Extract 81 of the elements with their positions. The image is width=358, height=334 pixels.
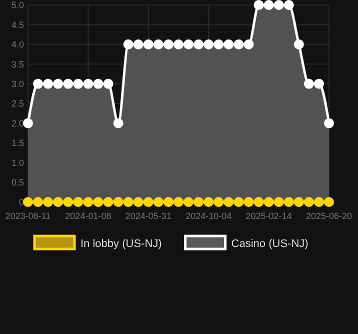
y-tick-label: 3.0 (11, 78, 24, 89)
point (23, 197, 33, 207)
point (163, 39, 174, 50)
point (153, 39, 164, 50)
point (234, 39, 244, 50)
point (143, 39, 154, 50)
x-tick-label: 2024-01-08 (65, 211, 112, 221)
point (163, 197, 174, 207)
point (214, 197, 224, 207)
y-tick-label: 4.0 (11, 40, 24, 50)
x-tick-label: 2025-02-14 (246, 211, 292, 221)
point (43, 78, 54, 89)
x-tick-label: 2024-10-04 (186, 211, 232, 221)
point (204, 197, 214, 207)
point (73, 197, 84, 207)
x-tick-label: 2025-06-20 (306, 211, 352, 221)
point (294, 39, 304, 50)
point (244, 39, 254, 50)
point (244, 197, 254, 207)
point (264, 0, 274, 10)
point (254, 197, 264, 207)
point (204, 39, 214, 50)
point (194, 39, 204, 50)
point (143, 197, 154, 207)
point (123, 39, 134, 50)
point (174, 39, 184, 50)
y-tick-label: 3.5 (11, 59, 24, 70)
point (93, 197, 104, 207)
point (174, 197, 184, 207)
point (254, 0, 264, 10)
point (133, 197, 144, 207)
point (324, 197, 334, 207)
point (83, 78, 94, 89)
point (113, 118, 124, 128)
y-tick-label: 1.0 (11, 158, 24, 168)
y-tick-label: 4.5 (11, 20, 24, 30)
y-tick-label: 2.0 (11, 118, 24, 128)
point (184, 39, 194, 50)
point (63, 197, 74, 207)
point (43, 197, 54, 207)
x-tick-label: 2023-08-11 (5, 211, 51, 221)
point (23, 118, 33, 128)
point (33, 197, 44, 207)
point (194, 197, 204, 207)
point (224, 39, 234, 50)
y-tick-label: 0 (18, 197, 24, 208)
y-tick-label: 0.5 (11, 177, 24, 188)
point (314, 78, 324, 89)
x-tick-label: 2024-05-31 (125, 211, 172, 221)
point (103, 197, 114, 207)
point (73, 78, 84, 89)
point (264, 197, 274, 207)
point (123, 197, 134, 207)
legend-label: In lobby (US-NJ) (80, 238, 162, 250)
legend-label: Casino (US-NJ) (231, 238, 308, 250)
point (153, 197, 164, 207)
point (184, 197, 194, 207)
point (224, 197, 234, 207)
point (214, 39, 224, 50)
point (113, 197, 124, 207)
point (314, 197, 324, 207)
point (284, 0, 294, 10)
point (53, 78, 64, 89)
point (324, 118, 334, 128)
point (274, 0, 284, 10)
y-tick-label: 5.0 (11, 0, 24, 10)
point (33, 78, 44, 89)
point (93, 78, 104, 89)
point (234, 197, 244, 207)
point (103, 78, 114, 89)
point (274, 197, 284, 207)
point (53, 197, 64, 207)
point (304, 78, 314, 89)
point (284, 197, 294, 207)
point (294, 197, 304, 207)
point (133, 39, 144, 50)
point (63, 78, 74, 89)
y-tick-label: 2.5 (11, 98, 24, 109)
y-tick-label: 1.5 (11, 138, 24, 148)
point (304, 197, 314, 207)
point (83, 197, 94, 207)
